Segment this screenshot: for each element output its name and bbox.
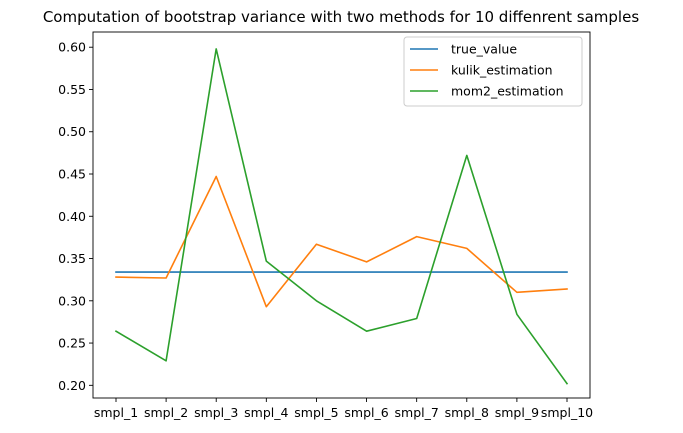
x-tick-label: smpl_9 bbox=[495, 405, 539, 420]
x-tick-label: smpl_5 bbox=[294, 405, 338, 420]
chart-title: Computation of bootstrap variance with t… bbox=[43, 8, 640, 26]
legend-label-true_value: true_value bbox=[451, 42, 517, 57]
x-tick-label: smpl_3 bbox=[194, 405, 238, 420]
y-tick-label: 0.45 bbox=[58, 167, 86, 182]
y-tick-label: 0.25 bbox=[58, 336, 86, 351]
y-tick-label: 0.50 bbox=[58, 124, 86, 139]
legend-label-mom2_estimation: mom2_estimation bbox=[451, 84, 564, 99]
x-tick-label: smpl_10 bbox=[541, 405, 593, 420]
x-tick-label: smpl_1 bbox=[94, 405, 138, 420]
y-tick-label: 0.20 bbox=[58, 378, 86, 393]
axes: 0.20 0.25 0.30 0.35 0.40 0.45 0.50 0.55 0.60 smpl… bbox=[58, 31, 593, 420]
x-tick-label: smpl_6 bbox=[344, 405, 388, 420]
y-tick-label: 0.30 bbox=[58, 293, 86, 308]
series-lines bbox=[114, 48, 569, 385]
y-tick-label: 0.35 bbox=[58, 251, 86, 266]
x-tick-label: smpl_7 bbox=[395, 405, 439, 420]
series-line-kulik_estimation bbox=[115, 175, 568, 308]
x-tick-label: smpl_4 bbox=[244, 405, 288, 420]
axes-frame bbox=[92, 31, 591, 399]
y-tick-label: 0.40 bbox=[58, 209, 86, 224]
x-tick-label: smpl_2 bbox=[144, 405, 188, 420]
y-tick-label: 0.60 bbox=[58, 40, 86, 55]
legend-box bbox=[403, 36, 583, 107]
x-tick-label: smpl_8 bbox=[445, 405, 489, 420]
y-tick-label: 0.55 bbox=[58, 82, 86, 97]
legend-label-kulik_estimation: kulik_estimation bbox=[451, 63, 553, 78]
legend: true_value kulik_estimation mom2_estimatio… bbox=[403, 36, 583, 107]
series-line-mom2_estimation bbox=[114, 48, 569, 385]
